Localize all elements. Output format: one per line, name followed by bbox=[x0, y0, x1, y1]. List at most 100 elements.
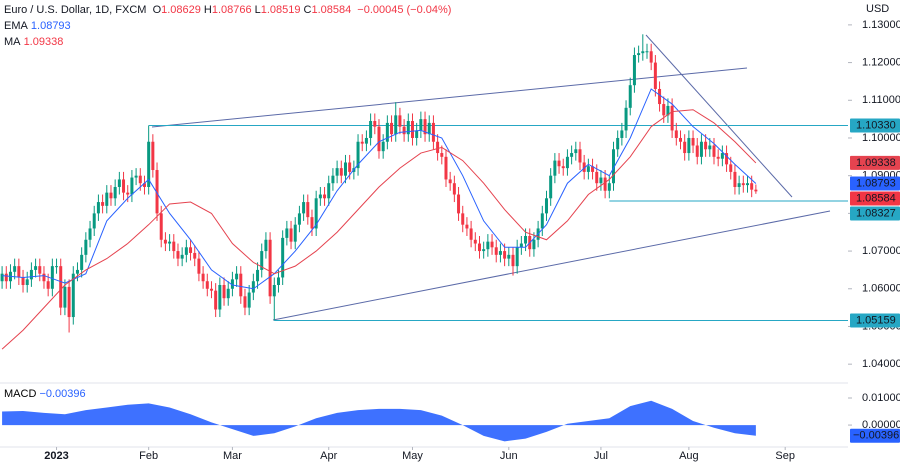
level-price-label-box bbox=[850, 313, 900, 328]
ohlc-value: 1.08519 bbox=[260, 4, 301, 16]
candle-body bbox=[695, 145, 699, 157]
candle-body bbox=[222, 285, 226, 299]
candle-body bbox=[595, 171, 599, 184]
ohlc-key: O bbox=[152, 4, 162, 16]
level-price-label-box bbox=[850, 206, 900, 221]
macd-y-tick-label: 0.00000 bbox=[862, 419, 900, 431]
candle-body bbox=[356, 141, 360, 169]
candle-body bbox=[473, 239, 477, 244]
candle-body bbox=[176, 251, 180, 259]
candle-body bbox=[720, 153, 724, 159]
candle-body bbox=[17, 266, 21, 278]
candle-body bbox=[21, 277, 25, 285]
upper-channel-line bbox=[151, 67, 748, 128]
candle-body bbox=[716, 156, 720, 159]
candle-body bbox=[611, 149, 615, 184]
ohlc-value: 1.08584 bbox=[311, 4, 352, 16]
candle-body bbox=[184, 247, 188, 255]
candle-body bbox=[524, 235, 528, 244]
y-tick-label: 1.11000 bbox=[862, 94, 900, 106]
candle-body bbox=[662, 104, 666, 116]
y-tick-label: 1.13000 bbox=[862, 19, 900, 31]
candle-body bbox=[113, 186, 117, 199]
x-tick-label: Apr bbox=[320, 450, 337, 462]
candle-body bbox=[385, 122, 389, 142]
candle-body bbox=[42, 273, 46, 282]
candle-body bbox=[658, 88, 662, 105]
candle-body bbox=[335, 168, 339, 176]
candle-body bbox=[427, 122, 431, 135]
change: −0.00045 (−0.04%) bbox=[357, 4, 452, 16]
macd-price-label: −0.00396 bbox=[853, 430, 899, 442]
x-tick-label: May bbox=[402, 450, 423, 462]
candle-body bbox=[544, 198, 548, 214]
candle-body bbox=[419, 119, 423, 131]
candle-body bbox=[172, 241, 176, 252]
x-tick-label: Aug bbox=[679, 450, 699, 462]
candle-body bbox=[666, 105, 670, 116]
candle-body bbox=[318, 194, 322, 199]
legend: Euro / U.S. Dollar, 1D, FXCM O1.08629 H1.… bbox=[4, 2, 454, 50]
candle-body bbox=[260, 251, 264, 270]
candle-body bbox=[725, 153, 729, 165]
candle-body bbox=[189, 247, 193, 253]
macd-legend: MACD −0.00396 bbox=[4, 388, 86, 400]
x-tick-label: 2023 bbox=[44, 450, 68, 462]
candle-body bbox=[46, 281, 50, 289]
candle-body bbox=[628, 85, 632, 108]
candle-body bbox=[193, 252, 197, 259]
candle-body bbox=[469, 228, 473, 240]
candle-body bbox=[84, 239, 88, 255]
candle-body bbox=[126, 192, 130, 195]
candle-body bbox=[436, 141, 440, 154]
symbol-row: Euro / U.S. Dollar, 1D, FXCM O1.08629 H1.… bbox=[4, 2, 454, 18]
ohlc-values: O1.08629 H1.08766 L1.08519 C1.08584 bbox=[153, 4, 355, 16]
candle-body bbox=[92, 213, 96, 229]
candle-body bbox=[653, 62, 657, 89]
candle-body bbox=[122, 179, 126, 193]
candle-body bbox=[578, 149, 582, 163]
ma-name: MA bbox=[4, 36, 21, 48]
candle-body bbox=[490, 241, 494, 248]
candle-body bbox=[0, 273, 4, 282]
candle-body bbox=[486, 241, 490, 250]
candle-body bbox=[574, 149, 578, 154]
candle-body bbox=[423, 119, 427, 135]
candle-body bbox=[507, 254, 511, 259]
candle-body bbox=[117, 179, 121, 187]
candle-body bbox=[201, 273, 205, 282]
macd-y-tick-label: 0.01000 bbox=[862, 392, 900, 404]
candle-body bbox=[226, 288, 230, 299]
candle-body bbox=[494, 247, 498, 255]
candle-body bbox=[339, 168, 343, 176]
candle-body bbox=[448, 179, 452, 184]
level-price-label: 1.08327 bbox=[856, 207, 896, 219]
ema-legend: EMA 1.08793 bbox=[4, 18, 454, 34]
candle-body bbox=[708, 145, 712, 150]
candle-body bbox=[50, 266, 54, 289]
ohlc-value: 1.08766 bbox=[211, 4, 252, 16]
candle-body bbox=[323, 194, 327, 199]
candle-body bbox=[168, 241, 172, 244]
candle-body bbox=[55, 266, 59, 268]
candle-body bbox=[461, 213, 465, 225]
candle-body bbox=[540, 213, 544, 229]
candle-body bbox=[59, 266, 63, 308]
candle-body bbox=[285, 228, 289, 238]
candle-body bbox=[96, 202, 100, 214]
candle-body bbox=[163, 239, 167, 244]
candle-body bbox=[570, 153, 574, 157]
candle-body bbox=[364, 137, 368, 144]
candle-body bbox=[599, 177, 603, 184]
candle-body bbox=[674, 130, 678, 138]
level-price-label: 1.10330 bbox=[856, 119, 896, 131]
candle-body bbox=[699, 141, 703, 157]
macd-value: −0.00396 bbox=[39, 388, 86, 400]
x-tick-label: Jun bbox=[500, 450, 518, 462]
descending-trend-line bbox=[645, 34, 793, 198]
candle-body bbox=[410, 121, 414, 138]
candle-body bbox=[687, 137, 691, 154]
candle-body bbox=[477, 243, 481, 252]
candle-body bbox=[180, 254, 184, 259]
candle-body bbox=[13, 266, 17, 272]
